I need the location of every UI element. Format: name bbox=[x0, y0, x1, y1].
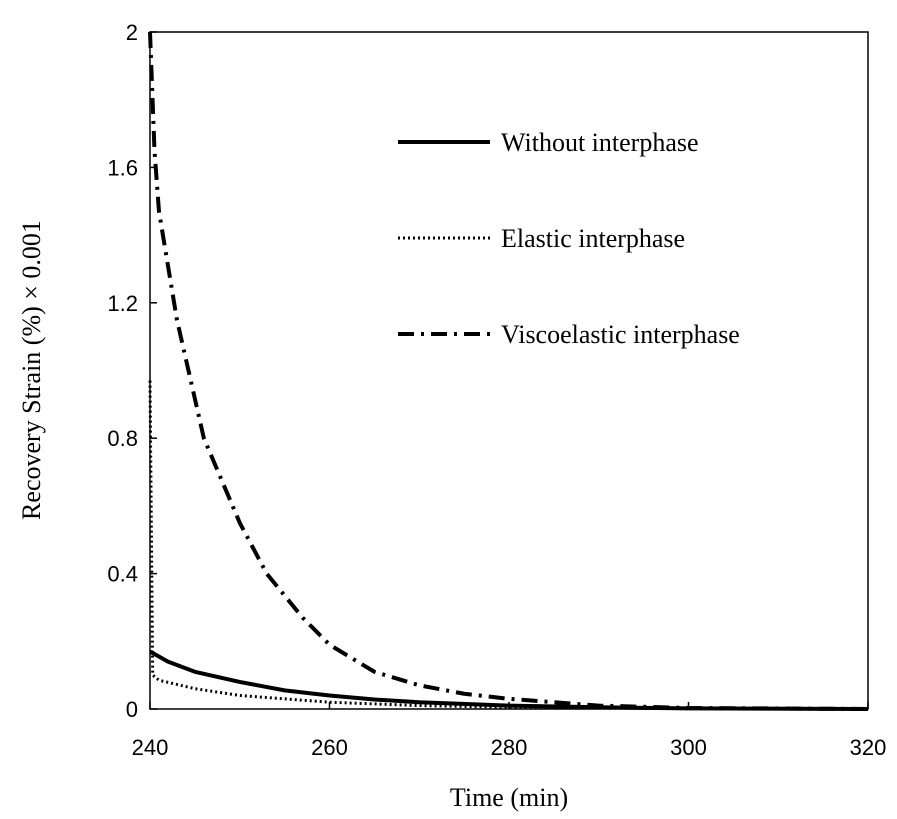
y-tick-label: 1.2 bbox=[107, 291, 138, 316]
y-tick-label: 2 bbox=[126, 20, 138, 45]
x-tick-label: 320 bbox=[850, 735, 887, 760]
x-tick-label: 300 bbox=[670, 735, 707, 760]
x-tick-label: 280 bbox=[491, 735, 528, 760]
y-axis-label: Recovery Strain (%) × 0.001 bbox=[17, 220, 46, 520]
y-tick-label: 1.6 bbox=[107, 155, 138, 180]
x-axis-label: Time (min) bbox=[450, 783, 568, 812]
legend-label: Elastic interphase bbox=[501, 224, 685, 253]
legend-label: Without interphase bbox=[501, 128, 699, 157]
y-tick-label: 0.4 bbox=[107, 562, 138, 587]
series-line bbox=[149, 649, 869, 711]
y-tick-label: 0.8 bbox=[107, 426, 138, 451]
series-line bbox=[148, 380, 869, 711]
y-tick-label: 0 bbox=[126, 697, 138, 722]
x-tick-label: 260 bbox=[311, 735, 348, 760]
legend-label: Viscoelastic interphase bbox=[501, 320, 740, 349]
series-line bbox=[148, 31, 869, 711]
x-tick-label: 240 bbox=[132, 735, 169, 760]
